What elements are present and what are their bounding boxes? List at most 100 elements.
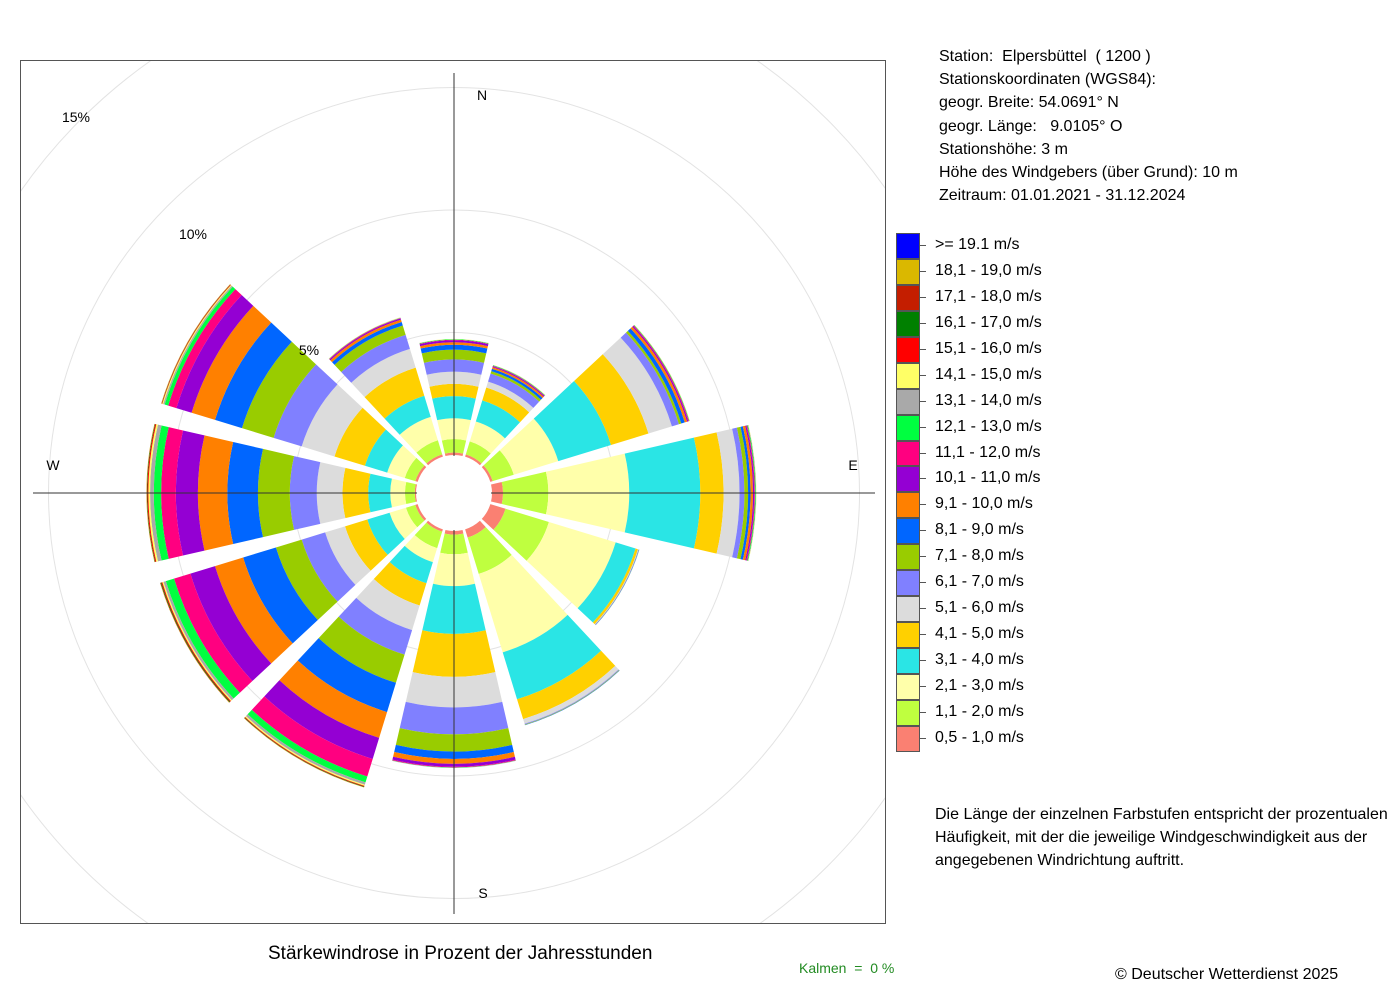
legend-swatch (896, 518, 920, 545)
rose-segment (502, 614, 602, 700)
rose-segment (301, 384, 363, 457)
legend-tick (920, 737, 926, 739)
legend-swatch (896, 258, 920, 285)
rose-segment (364, 429, 403, 473)
rose-segment (416, 440, 443, 464)
rose-segment (465, 441, 491, 464)
rose-segment (426, 520, 443, 532)
legend-swatch (896, 673, 920, 700)
rose-segment (414, 522, 443, 549)
rose-segment (419, 339, 489, 344)
rose-segment (746, 425, 755, 561)
legend-label: >= 19.1 m/s (935, 236, 1020, 253)
rose-segment (420, 342, 488, 349)
rose-segment (330, 319, 402, 363)
rose-segment (275, 539, 338, 621)
legend-label: 3,1 - 4,0 m/s (935, 651, 1024, 668)
rose-segment (273, 364, 338, 447)
rose-segment (419, 338, 489, 344)
rose-segment (419, 339, 489, 345)
calm-percentage: Kalmen = 0 % (799, 960, 895, 976)
legend-tick (920, 685, 926, 687)
rose-segment (153, 425, 169, 561)
rose-segment (577, 542, 636, 623)
legend-swatch (896, 492, 920, 519)
copyright: © Deutscher Wetterdienst 2025 (1115, 966, 1339, 983)
plot-frame: N E S W 5% 10% 15% Kalmen = 0 % (20, 60, 894, 976)
rose-segment (499, 418, 559, 475)
legend-label: 16,1 - 17,0 m/s (935, 313, 1042, 331)
legend-swatch (896, 233, 920, 259)
rose-segment (146, 423, 155, 563)
rose-segment (404, 535, 438, 563)
legend-swatch (896, 466, 920, 493)
rose-segment (483, 450, 514, 482)
legend-tick (920, 400, 926, 402)
rose-segment (243, 547, 318, 644)
rose-segment (393, 752, 515, 764)
rose-segment (165, 578, 240, 699)
note-line: Häufigkeit, mit der die jeweilige Windge… (935, 829, 1368, 847)
rose-segment (191, 305, 272, 420)
rose-segment (341, 334, 410, 383)
rose-segment (491, 367, 544, 399)
rose-segment (351, 348, 416, 398)
rose-segment (164, 286, 236, 406)
rose-segment (301, 532, 356, 602)
rose-segment (214, 557, 293, 664)
legend-label: 2,1 - 3,0 m/s (935, 676, 1024, 694)
rose-segment (747, 425, 757, 561)
rose-segment (338, 597, 413, 655)
compass-label-east: E (848, 457, 857, 473)
rose-segment (488, 373, 540, 408)
rose-segment (146, 423, 156, 563)
legend-swatch (896, 596, 920, 623)
legend-swatch (896, 622, 920, 648)
rose-segment (392, 760, 516, 768)
rose-segment (247, 709, 368, 783)
rose-segment (279, 660, 388, 738)
rose-segment (405, 504, 425, 528)
rose-segment (745, 425, 755, 561)
note-line: Die Länge der einzelnen Farbstufen entsp… (935, 806, 1388, 823)
rose-segment (392, 760, 516, 768)
rose-segment (334, 407, 386, 466)
coords-heading: Stationskoordinaten (WGS84): (939, 71, 1156, 89)
legend-tick (920, 478, 926, 480)
rose-segment (475, 400, 521, 439)
legend-tick (920, 245, 926, 246)
legend-label: 10,1 - 11,0 m/s (935, 469, 1041, 487)
legend-label: 6,1 - 7,0 m/s (935, 573, 1024, 591)
rose-segment (415, 504, 427, 521)
rose-segment (419, 340, 489, 347)
rose-segment (478, 554, 568, 653)
rose-segment (148, 424, 158, 562)
legend-tick (920, 556, 926, 558)
rose-segment (325, 526, 371, 585)
rose-segment (747, 425, 756, 561)
legend-tick (920, 348, 926, 350)
rose-segment (373, 562, 427, 606)
rose-segment (297, 638, 396, 713)
legend-tick (920, 660, 926, 661)
rose-segment (389, 507, 418, 539)
legend-label: 8,1 - 9,0 m/s (935, 521, 1024, 539)
explanation-note: Die Länge der einzelnen Farbstufen entsp… (935, 803, 1388, 873)
rose-segment (467, 527, 512, 574)
rose-segment (523, 665, 619, 724)
chart-title: Stärkewindrose in Prozent der Jahresstun… (268, 943, 653, 964)
rose-segment (574, 354, 649, 445)
rose-segment (740, 426, 751, 560)
legend-tick (920, 582, 926, 584)
legend-tick (920, 426, 926, 428)
rose-segment (404, 457, 425, 482)
legend-tick (920, 530, 926, 532)
rose-segment (533, 381, 612, 462)
rose-segment (392, 756, 516, 767)
rose-segment (419, 339, 489, 344)
period: Zeitraum: 01.01.2021 - 31.12.2024 (939, 187, 1186, 205)
rose-segment (176, 294, 254, 413)
rose-segment (264, 680, 380, 759)
rose-segment (345, 519, 388, 571)
legend-tick (920, 608, 926, 610)
